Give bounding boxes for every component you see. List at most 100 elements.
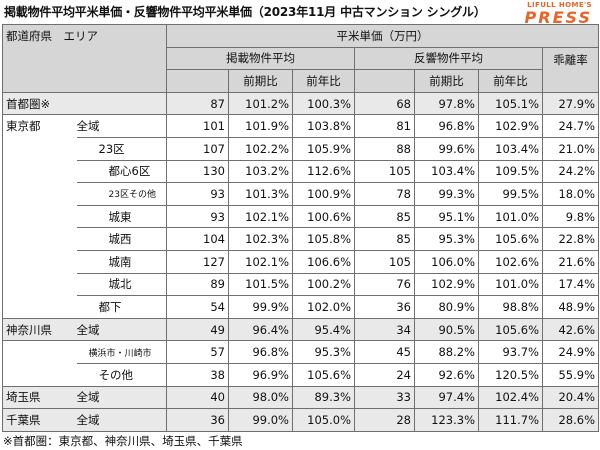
- table-cell: 123.3%: [414, 408, 479, 432]
- logo-top-text: LIFULL HOME'S: [527, 1, 592, 9]
- table-row: 埼玉県 全域 40 98.0% 89.3% 33 97.4% 102.4% 20.4%: [2, 385, 600, 410]
- table-cell: 27.9%: [541, 91, 600, 116]
- table-cell: 101.2%: [228, 91, 293, 116]
- header-inquiry: 反響物件平均: [354, 46, 543, 71]
- table-cell: 24.2%: [541, 159, 600, 184]
- table-cell: 102.1%: [228, 249, 293, 274]
- table-cell: 76: [354, 272, 415, 297]
- table-cell: 93: [166, 182, 229, 206]
- table-cell: 102.9%: [478, 114, 543, 138]
- table-row: 23区 107 102.2% 105.9% 88 99.6% 103.4% 21.0%: [2, 136, 600, 161]
- table-cell: 104: [166, 227, 229, 251]
- header-listed-value: [166, 69, 229, 93]
- table-cell: 78: [354, 182, 415, 206]
- table-cell: 68: [354, 91, 415, 116]
- table-cell: 81: [354, 114, 415, 138]
- table-cell: 99.0%: [228, 408, 293, 432]
- table-cell: 96.8%: [414, 114, 479, 138]
- table-cell: [2, 250, 77, 274]
- header-inquiry-mom: 前期比: [414, 69, 479, 93]
- area-cell: 城南: [76, 249, 167, 274]
- table-cell: 96.9%: [228, 362, 293, 387]
- table-cell: 28.6%: [541, 408, 600, 432]
- area-cell: 都下: [76, 295, 167, 319]
- table-row: 東京都 全域 101 101.9% 103.8% 81 96.8% 102.9% 24.…: [2, 114, 600, 138]
- header-listed-yoy: 前年比: [292, 69, 355, 93]
- header-row-2: 掲載物件平均 反響物件平均 乖離率: [3, 46, 600, 93]
- table-cell: [2, 137, 77, 161]
- table-cell: 93.7%: [478, 340, 543, 364]
- table-cell: [2, 227, 77, 251]
- logo-bottom-text: PRESS: [524, 8, 592, 27]
- table-cell: 105.6%: [478, 317, 543, 342]
- table-cell: 93: [166, 204, 229, 229]
- table-cell: [2, 363, 77, 387]
- table-cell: 33: [354, 385, 415, 410]
- table-cell: [2, 205, 77, 228]
- table-cell: 101.5%: [228, 272, 293, 297]
- area-cell: 城北: [76, 272, 167, 297]
- table-cell: 48.9%: [541, 295, 600, 319]
- table-cell: 45: [354, 340, 415, 364]
- table-cell: 24: [354, 362, 415, 387]
- table-row: 23区その他 93 101.3% 100.9% 78 99.3% 99.5% 18.0%: [2, 182, 600, 206]
- page-title: 掲載物件平均平米単価・反響物件平均平米単価（2023年11月 中古マンション シ…: [4, 5, 486, 19]
- table-cell: 105: [354, 159, 415, 184]
- table-cell: 95.3%: [414, 227, 479, 251]
- table-cell: 22.8%: [541, 227, 600, 251]
- table-cell: 102.3%: [228, 227, 293, 251]
- header-listed: 掲載物件平均: [166, 46, 355, 71]
- table-cell: 20.4%: [541, 385, 600, 410]
- area-cell: 全域: [76, 317, 167, 342]
- table-cell: 100.2%: [292, 272, 355, 297]
- table-cell: 112.6%: [292, 159, 355, 184]
- table-cell: 106.6%: [292, 249, 355, 274]
- table-cell: 24.9%: [541, 340, 600, 364]
- pref-cell: 埼玉県: [2, 385, 77, 410]
- table-cell: 87: [166, 91, 229, 116]
- table-cell: 97.8%: [414, 91, 479, 116]
- table-cell: 18.0%: [541, 182, 600, 206]
- table-cell: 24.7%: [541, 114, 600, 138]
- table-cell: 89.3%: [292, 385, 355, 410]
- table-cell: [2, 273, 77, 296]
- table-row: 横浜市・川崎市 57 96.8% 95.3% 45 88.2% 93.7% 24.9%: [2, 340, 600, 364]
- table-cell: 21.0%: [541, 136, 600, 161]
- table-cell: 120.5%: [478, 362, 543, 387]
- table-cell: 40: [166, 385, 229, 410]
- table-cell: 99.9%: [228, 295, 293, 319]
- table-cell: 98.0%: [228, 385, 293, 410]
- area-cell: 23区その他: [76, 182, 167, 206]
- lifull-homes-press-logo: LIFULL HOME'S PRESS: [525, 1, 592, 26]
- table-cell: 103.4%: [478, 136, 543, 161]
- table-cell: 101.9%: [228, 114, 293, 138]
- area-cell: 城東: [76, 204, 167, 229]
- table-cell: 101.0%: [478, 272, 543, 297]
- table-cell: 36: [166, 408, 229, 432]
- table-cell: 57: [166, 340, 229, 364]
- table-cell: 106.0%: [414, 249, 479, 274]
- area-cell: 城西: [76, 227, 167, 251]
- table-cell: 102.0%: [292, 295, 355, 319]
- area-cell: その他: [76, 362, 167, 387]
- table-cell: 42.6%: [541, 317, 600, 342]
- table-row: 都心6区 130 103.2% 112.6% 105 103.4% 109.5% 24.…: [2, 159, 600, 184]
- table-row: 城西 104 102.3% 105.8% 85 95.3% 105.6% 22.8%: [2, 227, 600, 251]
- table-cell: 105.8%: [292, 227, 355, 251]
- table-row: 千葉県 全域 36 99.0% 105.0% 28 123.3% 111.7% 28.6…: [2, 408, 600, 432]
- table-row: 城南 127 102.1% 106.6% 105 106.0% 102.6% 21.6%: [2, 249, 600, 274]
- table-cell: 103.2%: [228, 159, 293, 184]
- table-row: 城東 93 102.1% 100.6% 85 95.1% 101.0% 9.8%: [2, 204, 600, 229]
- table-row: 首都圏※ 87 101.2% 100.3% 68 97.8% 105.1% 27.9%: [2, 91, 600, 116]
- table-cell: 101: [166, 114, 229, 138]
- table-cell: 100.9%: [292, 182, 355, 206]
- table-cell: 89: [166, 272, 229, 297]
- table-cell: 103.4%: [414, 159, 479, 184]
- table-cell: 105.6%: [478, 227, 543, 251]
- header-inquiry-value: [354, 69, 415, 93]
- table-cell: 95.1%: [414, 204, 479, 229]
- header-inquiry-yoy: 前年比: [478, 69, 543, 93]
- table-cell: 111.7%: [478, 408, 543, 432]
- table-cell: [2, 295, 77, 319]
- table-cell: [2, 160, 77, 183]
